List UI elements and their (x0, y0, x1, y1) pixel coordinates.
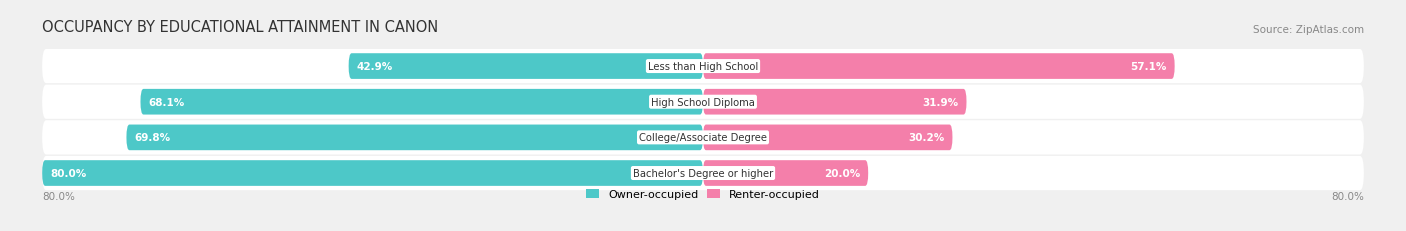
FancyBboxPatch shape (42, 85, 1364, 119)
Text: 69.8%: 69.8% (135, 133, 170, 143)
FancyBboxPatch shape (349, 54, 703, 79)
FancyBboxPatch shape (42, 161, 703, 186)
FancyBboxPatch shape (703, 125, 952, 151)
FancyBboxPatch shape (703, 89, 966, 115)
Text: 57.1%: 57.1% (1130, 62, 1167, 72)
Text: High School Diploma: High School Diploma (651, 97, 755, 107)
FancyBboxPatch shape (141, 89, 703, 115)
Text: Less than High School: Less than High School (648, 62, 758, 72)
FancyBboxPatch shape (42, 156, 1364, 190)
Text: Source: ZipAtlas.com: Source: ZipAtlas.com (1253, 25, 1364, 35)
FancyBboxPatch shape (42, 50, 1364, 84)
FancyBboxPatch shape (42, 121, 1364, 155)
Legend: Owner-occupied, Renter-occupied: Owner-occupied, Renter-occupied (586, 189, 820, 199)
Text: 80.0%: 80.0% (42, 191, 75, 201)
Text: 80.0%: 80.0% (1331, 191, 1364, 201)
Text: 31.9%: 31.9% (922, 97, 959, 107)
Text: 20.0%: 20.0% (824, 168, 860, 178)
Text: 80.0%: 80.0% (51, 168, 87, 178)
Text: College/Associate Degree: College/Associate Degree (638, 133, 768, 143)
Text: 30.2%: 30.2% (908, 133, 945, 143)
FancyBboxPatch shape (703, 161, 868, 186)
Text: OCCUPANCY BY EDUCATIONAL ATTAINMENT IN CANON: OCCUPANCY BY EDUCATIONAL ATTAINMENT IN C… (42, 20, 439, 35)
Text: 42.9%: 42.9% (357, 62, 394, 72)
FancyBboxPatch shape (703, 54, 1174, 79)
Text: 68.1%: 68.1% (149, 97, 186, 107)
Text: Bachelor's Degree or higher: Bachelor's Degree or higher (633, 168, 773, 178)
FancyBboxPatch shape (127, 125, 703, 151)
